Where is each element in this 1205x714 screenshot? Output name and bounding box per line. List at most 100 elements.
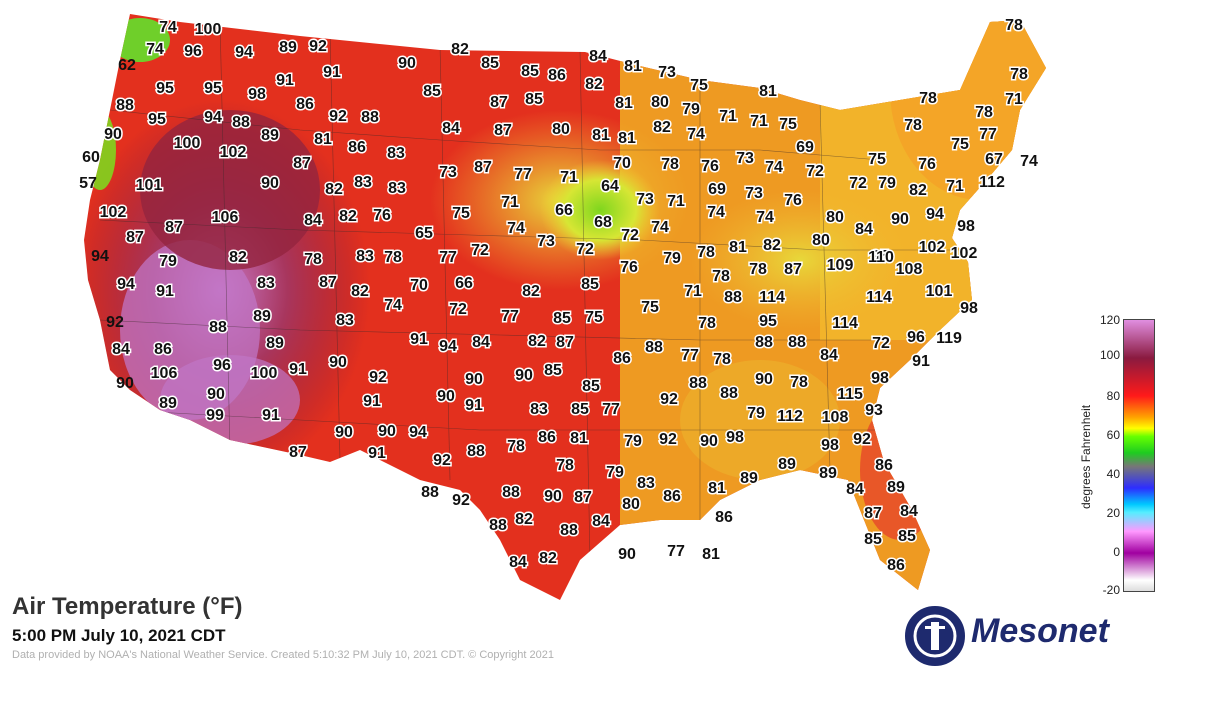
station-temperature: 74 [146, 41, 164, 58]
station-temperature: 79 [606, 464, 624, 481]
station-temperature: 81 [314, 131, 332, 148]
station-temperature: 82 [539, 550, 557, 567]
station-temperature: 91 [289, 361, 307, 378]
station-temperature: 72 [471, 242, 489, 259]
station-temperature: 87 [490, 94, 508, 111]
station-temperature: 90 [700, 433, 718, 450]
station-temperature: 89 [159, 395, 177, 412]
station-temperature: 84 [472, 334, 490, 351]
station-temperature: 73 [537, 233, 555, 250]
station-temperature: 92 [660, 391, 678, 408]
station-temperature: 90 [378, 423, 396, 440]
station-temperature: 75 [585, 309, 603, 326]
station-temperature: 83 [336, 312, 354, 329]
station-temperature: 74 [707, 204, 725, 221]
station-temperature: 92 [853, 431, 871, 448]
station-temperature: 91 [323, 64, 341, 81]
station-temperature: 75 [779, 116, 797, 133]
station-temperature: 88 [560, 522, 578, 539]
station-temperature: 92 [452, 492, 470, 509]
mesonet-logo: Mesonet [905, 606, 1165, 666]
station-temperature: 99 [206, 407, 224, 424]
station-temperature: 98 [726, 429, 744, 446]
station-temperature: 89 [253, 308, 271, 325]
station-temperature: 83 [530, 401, 548, 418]
station-temperature: 88 [489, 517, 507, 534]
station-temperature: 84 [855, 221, 873, 238]
station-temperature: 91 [363, 393, 381, 410]
station-temperature: 115 [837, 386, 863, 403]
station-temperature: 95 [156, 80, 174, 97]
station-temperature: 89 [819, 465, 837, 482]
station-temperature: 84 [846, 481, 864, 498]
station-temperature: 76 [784, 192, 802, 209]
station-temperature: 89 [887, 479, 905, 496]
station-temperature: 85 [423, 83, 441, 100]
station-temperature: 91 [912, 353, 930, 370]
station-temperature: 79 [747, 405, 765, 422]
station-temperature: 81 [615, 95, 633, 112]
station-temperature: 86 [548, 67, 566, 84]
station-temperature: 78 [904, 117, 922, 134]
station-temperature: 79 [682, 101, 700, 118]
station-temperature: 66 [555, 202, 573, 219]
station-temperature: 82 [325, 181, 343, 198]
legend-tick-label: 0 [1113, 545, 1120, 559]
station-temperature: 87 [293, 155, 311, 172]
station-temperature: 102 [951, 245, 978, 262]
station-temperature: 89 [778, 456, 796, 473]
station-temperature: 93 [865, 402, 883, 419]
station-temperature: 78 [507, 438, 525, 455]
station-temperature: 82 [515, 511, 533, 528]
station-temperature: 85 [898, 528, 916, 545]
station-temperature: 90 [398, 55, 416, 72]
station-temperature: 89 [740, 470, 758, 487]
station-temperature: 78 [698, 315, 716, 332]
station-temperature: 88 [689, 375, 707, 392]
station-temperature: 81 [702, 546, 720, 563]
station-temperature: 90 [261, 175, 279, 192]
station-temperature: 82 [528, 333, 546, 350]
station-temperature: 90 [335, 424, 353, 441]
station-temperature: 98 [960, 300, 978, 317]
station-temperature: 73 [745, 185, 763, 202]
station-temperature: 77 [602, 401, 620, 418]
station-temperature: 74 [159, 19, 177, 36]
station-temperature: 82 [339, 208, 357, 225]
legend-tick-label: 80 [1106, 389, 1120, 403]
station-temperature: 71 [501, 194, 519, 211]
station-temperature: 80 [826, 209, 844, 226]
station-temperature: 85 [582, 378, 600, 395]
station-temperature: 90 [891, 211, 909, 228]
station-temperature: 112 [979, 174, 1005, 191]
station-temperature: 86 [538, 429, 556, 446]
station-temperature: 72 [576, 241, 594, 258]
station-temperature: 90 [437, 388, 455, 405]
station-temperature: 109 [827, 257, 854, 274]
station-temperature: 78 [790, 374, 808, 391]
station-temperature: 77 [514, 166, 532, 183]
station-temperature: 82 [909, 182, 927, 199]
station-temperature: 71 [667, 193, 685, 210]
station-temperature: 88 [209, 319, 227, 336]
station-temperature: 84 [820, 347, 838, 364]
station-temperature: 84 [509, 554, 527, 571]
station-temperature: 78 [975, 104, 993, 121]
station-temperature: 96 [213, 357, 231, 374]
station-temperature: 70 [410, 277, 428, 294]
station-temperature: 83 [637, 475, 655, 492]
station-temperature: 108 [822, 409, 849, 426]
station-temperature: 91 [465, 397, 483, 414]
legend-tick-label: -20 [1102, 583, 1120, 597]
station-temperature: 88 [467, 443, 485, 460]
station-temperature: 77 [501, 308, 519, 325]
station-temperature: 73 [636, 191, 654, 208]
station-temperature: 88 [645, 339, 663, 356]
station-temperature: 78 [304, 251, 322, 268]
station-temperature: 80 [651, 94, 669, 111]
station-temperature: 76 [701, 158, 719, 175]
station-temperature: 94 [91, 248, 109, 265]
station-temperature: 91 [276, 72, 294, 89]
station-temperature: 89 [266, 335, 284, 352]
station-temperature: 74 [384, 297, 402, 314]
